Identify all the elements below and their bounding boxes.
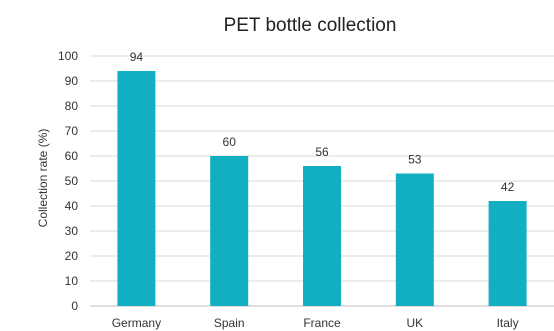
data-label-uk: 53 bbox=[408, 153, 422, 167]
category-label-france: France bbox=[303, 316, 341, 330]
x-axis-categories: Germany Spain France UK Italy bbox=[112, 316, 519, 330]
bar-italy bbox=[488, 201, 527, 306]
category-label-uk: UK bbox=[406, 316, 423, 330]
data-label-italy: 42 bbox=[501, 180, 515, 194]
category-label-germany: Germany bbox=[112, 316, 161, 330]
data-label-france: 56 bbox=[315, 145, 329, 159]
category-label-italy: Italy bbox=[497, 316, 519, 330]
data-labels: 94 60 56 53 42 bbox=[130, 50, 515, 194]
data-label-spain: 60 bbox=[223, 135, 237, 149]
y-tick-label: 20 bbox=[65, 249, 79, 263]
chart-title: PET bottle collection bbox=[224, 15, 397, 36]
data-label-germany: 94 bbox=[130, 50, 144, 64]
y-tick-label: 30 bbox=[65, 224, 79, 238]
y-tick-label: 40 bbox=[65, 199, 79, 213]
y-axis-ticks: 0 10 20 30 40 50 60 70 80 90 100 bbox=[58, 49, 78, 313]
bar-germany bbox=[117, 71, 156, 306]
bars bbox=[117, 71, 527, 306]
y-tick-label: 60 bbox=[65, 149, 79, 163]
y-tick-label: 100 bbox=[58, 49, 78, 63]
y-tick-label: 80 bbox=[65, 99, 79, 113]
bar-uk bbox=[395, 173, 434, 306]
y-axis-label: Collection rate (%) bbox=[36, 129, 50, 228]
y-tick-label: 70 bbox=[65, 124, 79, 138]
y-tick-label: 10 bbox=[65, 274, 79, 288]
category-label-spain: Spain bbox=[214, 316, 245, 330]
y-tick-label: 50 bbox=[65, 174, 79, 188]
y-tick-label: 0 bbox=[71, 299, 78, 313]
bar-france bbox=[303, 166, 341, 306]
bar-spain bbox=[210, 156, 249, 306]
y-tick-label: 90 bbox=[65, 74, 79, 88]
